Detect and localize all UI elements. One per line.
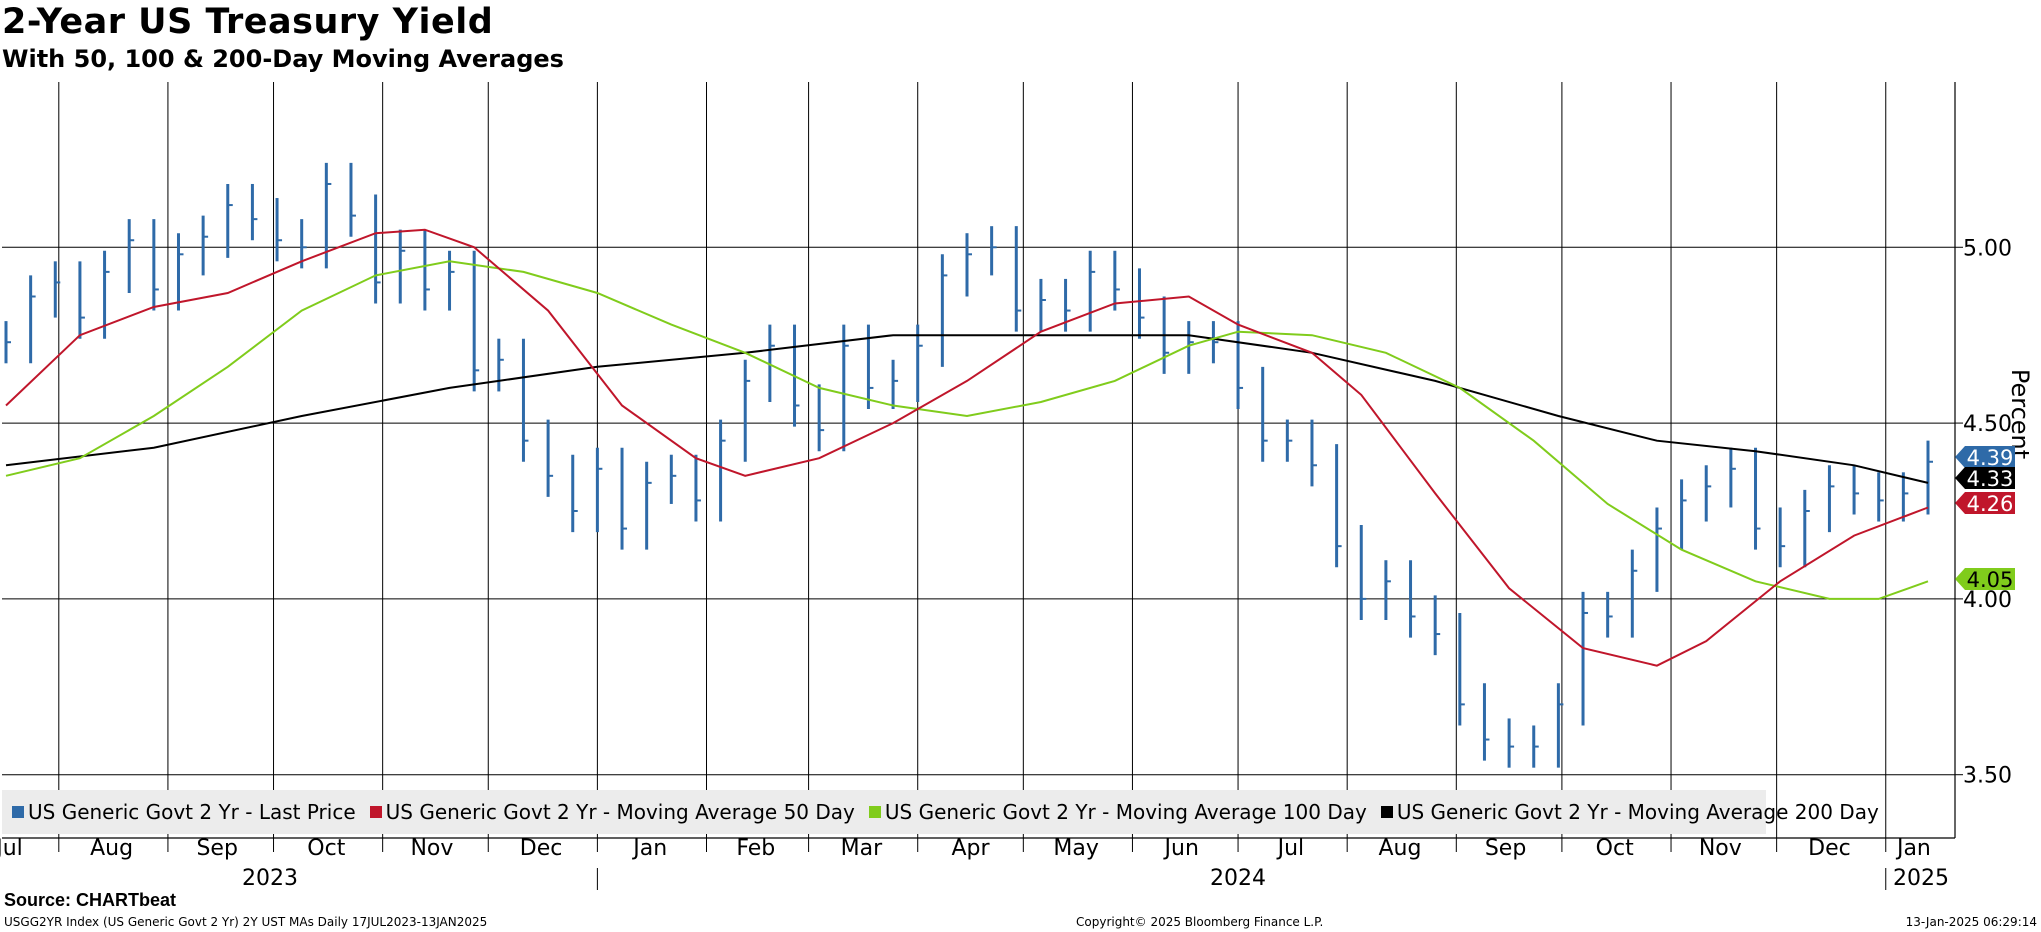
x-month-label: Aug — [1378, 836, 1421, 861]
x-month-label: Nov — [1699, 836, 1742, 861]
x-year-label: 2024 — [1210, 866, 1266, 891]
x-month-label: Jul — [0, 836, 23, 861]
chart-title: 2-Year US Treasury Yield — [2, 2, 494, 42]
last-value-tag-ma50: 4.26 — [1967, 492, 2014, 516]
legend-label-ma200: US Generic Govt 2 Yr - Moving Average 20… — [1396, 800, 1879, 824]
ma100-line — [5, 260, 1929, 600]
x-month-label: May — [1053, 836, 1098, 861]
legend-swatch-ma200 — [1380, 806, 1393, 818]
source-note: Source: CHARTbeat — [4, 890, 177, 910]
x-month-label: Oct — [307, 836, 345, 861]
ma200-line — [5, 334, 1929, 484]
x-month-label: Jan — [631, 836, 667, 861]
x-month-label: Oct — [1596, 836, 1634, 861]
footer-timestamp: 13-Jan-2025 06:29:14 — [1905, 915, 2037, 929]
legend-swatch-last-price — [12, 806, 24, 818]
legend-label-ma100: US Generic Govt 2 Yr - Moving Average 10… — [884, 800, 1367, 824]
footer-copyright: Copyright© 2025 Bloomberg Finance L.P. — [1076, 915, 1324, 929]
legend-item-last-price: US Generic Govt 2 Yr - Last Price — [12, 800, 356, 824]
legend-label-ma50: US Generic Govt 2 Yr - Moving Average 50… — [385, 800, 855, 824]
last-value-tag-price: 4.39 — [1967, 446, 2014, 470]
legend-swatch-ma50 — [369, 806, 382, 818]
legend-swatch-ma100 — [868, 806, 881, 818]
x-month-label: Jun — [1163, 836, 1199, 861]
x-month-label: Aug — [90, 836, 133, 861]
legend: US Generic Govt 2 Yr - Last Price US Gen… — [2, 790, 1879, 834]
x-month-label: Jul — [1276, 836, 1305, 861]
x-year-label: 2025 — [1893, 866, 1949, 891]
last-value-tag-ma100-bg — [1955, 568, 2015, 590]
last-value-tag-ma200-bg — [1955, 467, 2015, 489]
y-tick-label: 3.50 — [1963, 764, 2012, 789]
y-tick-label: 4.50 — [1963, 412, 2012, 437]
x-month-label: Apr — [951, 836, 990, 861]
x-month-label: Feb — [736, 836, 775, 861]
legend-item-ma50: US Generic Govt 2 Yr - Moving Average 50… — [369, 800, 855, 824]
legend-item-ma200: US Generic Govt 2 Yr - Moving Average 20… — [1380, 800, 1879, 824]
y-tick-label: 4.00 — [1963, 588, 2012, 613]
x-month-label: Jan — [1895, 836, 1931, 861]
last-value-tag-ma200: 4.33 — [1967, 467, 2014, 491]
footer-index-info: USGG2YR Index (US Generic Govt 2 Yr) 2Y … — [4, 915, 488, 929]
last-value-tag-price-bg — [1955, 446, 2015, 468]
chart-subtitle: With 50, 100 & 200-Day Moving Averages — [2, 45, 564, 73]
x-month-label: Sep — [1485, 836, 1526, 861]
last-value-tag-ma50-bg — [1955, 492, 2015, 514]
ma50-line — [5, 228, 1929, 667]
legend-label-last-price: US Generic Govt 2 Yr - Last Price — [28, 800, 356, 824]
legend-item-ma100: US Generic Govt 2 Yr - Moving Average 10… — [868, 800, 1367, 824]
x-year-label: 2023 — [242, 866, 298, 891]
x-month-label: Mar — [841, 836, 883, 861]
x-month-label: Dec — [1808, 836, 1851, 861]
x-month-label: Sep — [196, 836, 237, 861]
y-tick-label: 5.00 — [1963, 236, 2012, 261]
y-axis-label: Percent — [2006, 369, 2034, 459]
x-month-label: Dec — [520, 836, 563, 861]
x-month-label: Nov — [410, 836, 453, 861]
last-value-tag-ma100: 4.05 — [1967, 568, 2014, 592]
